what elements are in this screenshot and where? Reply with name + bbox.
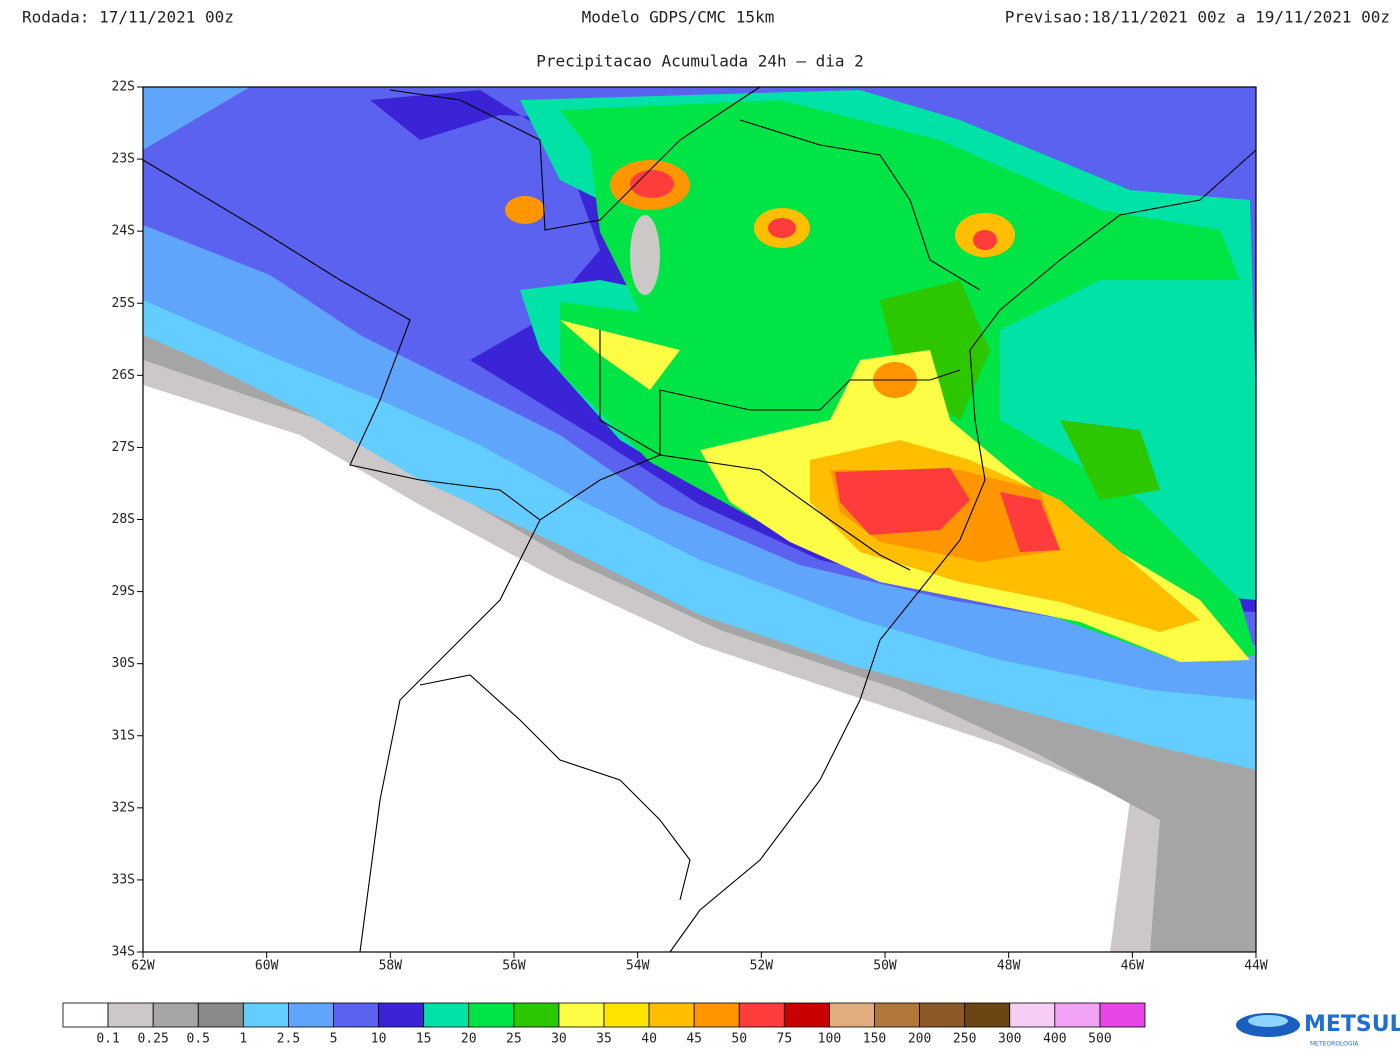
legend-swatch [513,1002,560,1028]
lat-tick-label: 26S [112,368,135,383]
color-legend: 0.1 0.25 0.5 1 2.5 5 10 15 20 25 30 35 40 45 50 75 100 15… [62,1002,1146,1047]
lon-tick-label: 58W [379,959,403,974]
lat-tick-label: 30S [112,656,135,671]
legend-label: 5 [330,1032,338,1047]
lat-tick-label: 24S [112,224,135,239]
legend-swatch [783,1002,830,1028]
legend-label: 200 [908,1032,931,1047]
lon-tick-label: 48W [997,959,1021,974]
lat-tick-label: 32S [112,800,135,815]
lon-tick-label: 46W [1121,959,1145,974]
logo-globe-highlight [1248,1015,1288,1027]
legend-label: 10 [371,1032,387,1047]
legend-swatch [1009,1002,1056,1028]
country-border [419,674,691,901]
logo-name: METSUL [1304,1012,1400,1037]
legend-label: 35 [596,1032,612,1047]
legend-label: 30 [551,1032,567,1047]
legend-swatch [738,1002,785,1028]
legend-label: 400 [1043,1032,1066,1047]
legend-label: 1 [239,1032,247,1047]
model-label: Modelo GDPS/CMC 15km [582,8,775,27]
legend-swatch [242,1002,289,1028]
lat-tick-label: 25S [112,296,135,311]
lat-tick-label: 28S [112,512,135,527]
lon-tick-label: 56W [502,959,526,974]
legend-swatch [693,1002,740,1028]
lat-tick-label: 34S [112,945,135,960]
legend-swatch [62,1002,109,1028]
country-border [142,159,911,571]
lon-tick-label: 44W [1244,959,1268,974]
legend-swatch [558,1002,605,1028]
field-blob [768,218,796,238]
lat-tick-label: 33S [112,872,135,887]
logo: METSUL METEOROLOGIA [1236,1012,1400,1048]
field-blob [973,230,997,250]
lat-tick-label: 27S [112,440,135,455]
coastline [669,149,1257,953]
legend-label: 45 [686,1032,702,1047]
field-blob [630,170,674,198]
lon-tick-label: 54W [626,959,650,974]
legend-swatch [919,1002,966,1028]
logo-tagline: METEOROLOGIA [1310,1041,1359,1048]
country-border [359,519,541,953]
legend-swatch [423,1002,470,1028]
axis-ticks: 22S23S24S25S26S27S28S29S30S31S32S33S34S6… [112,80,1268,974]
state-border [599,330,961,456]
subtitle: Precipitacao Acumulada 24h – dia 2 [536,52,864,71]
legend-swatch [874,1002,920,1028]
legend-label: 100 [818,1032,841,1047]
legend-label: 500 [1088,1032,1111,1047]
legend-label: 25 [506,1032,522,1047]
legend-label: 75 [777,1032,793,1047]
field-blob [630,215,660,295]
lat-tick-label: 23S [112,152,135,167]
lon-tick-label: 62W [131,959,155,974]
legend-label: 20 [461,1032,477,1047]
legend-label: 0.5 [187,1032,210,1047]
legend-swatch [152,1002,199,1028]
legend-swatch [333,1002,379,1028]
legend-swatch [1099,1002,1146,1028]
legend-label: 250 [953,1032,976,1047]
legend-label: 150 [863,1032,886,1047]
country-border [389,86,761,231]
legend-swatch [1054,1002,1101,1028]
legend-label: 50 [731,1032,747,1047]
lon-tick-label: 50W [873,959,897,974]
legend-label: 15 [416,1032,432,1047]
legend-swatch [378,1002,425,1028]
field-blob [505,196,545,224]
legend-swatch [288,1002,334,1028]
legend-swatch [829,1002,875,1028]
run-label: Rodada: 17/11/2021 00z [22,8,234,27]
legend-label: 40 [641,1032,657,1047]
legend-swatch [197,1002,244,1028]
legend-swatch [648,1002,695,1028]
field-layer [835,468,1060,552]
legend-swatch [964,1002,1011,1028]
legend-swatch [107,1002,154,1028]
borders [142,86,1257,953]
precip-field [143,87,1256,952]
legend-label: 2.5 [277,1032,300,1047]
legend-label: 0.25 [138,1032,169,1047]
forecast-label: Previsao:18/11/2021 00z a 19/11/2021 00z [1005,8,1390,27]
lat-tick-label: 29S [112,584,135,599]
legend-label: 300 [998,1032,1021,1047]
lat-tick-label: 22S [112,80,135,95]
legend-swatch [603,1002,650,1028]
field-layer [880,280,1160,500]
lon-tick-label: 60W [255,959,279,974]
legend-label: 0.1 [96,1032,119,1047]
lon-tick-label: 52W [750,959,774,974]
state-border [739,119,981,291]
lat-tick-label: 31S [112,728,135,743]
legend-swatch [468,1002,515,1028]
